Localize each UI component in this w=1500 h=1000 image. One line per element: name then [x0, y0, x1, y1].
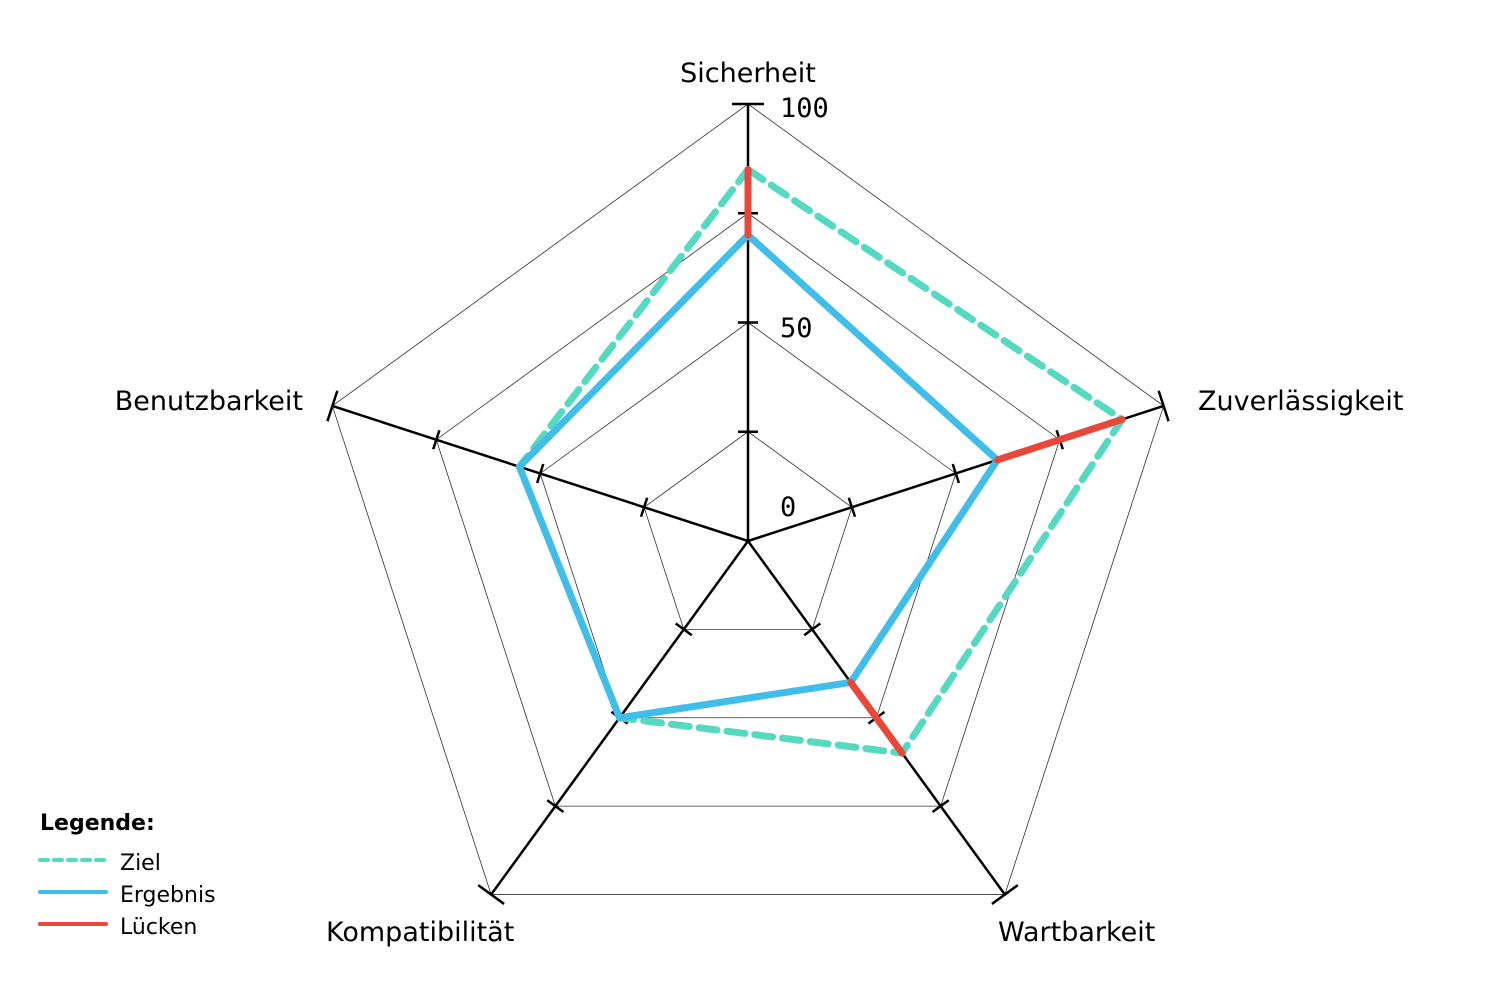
- axis-tick: [326, 390, 339, 422]
- tick-label: 100: [780, 93, 829, 124]
- gap-segment: [847, 678, 906, 757]
- legend-label: Ziel: [120, 851, 161, 876]
- axis-tick: [674, 622, 693, 637]
- series-ziel: [515, 166, 1126, 757]
- legend-title: Legende:: [40, 811, 155, 836]
- series-ergebnis: [515, 231, 1001, 722]
- grid-ring-75: [435, 212, 1061, 807]
- axis-label: Sicherheit: [680, 58, 816, 89]
- axis-tick: [639, 497, 649, 518]
- legend-label: Ergebnis: [120, 883, 216, 908]
- axis-tick: [991, 884, 1019, 905]
- legend-label: Lücken: [120, 915, 197, 940]
- gap-segment: [993, 415, 1126, 464]
- axis-tick: [546, 799, 565, 814]
- tick-label: 0: [780, 492, 796, 523]
- axis-tick: [477, 884, 505, 905]
- axis-label: Kompatibilität: [326, 917, 514, 948]
- axis-label: Benutzbarkeit: [115, 386, 303, 417]
- axis-tick: [432, 429, 441, 450]
- axis-tick: [1157, 390, 1170, 422]
- axis-label: Zuverlässigkeit: [1198, 386, 1404, 417]
- axis-tick: [535, 463, 545, 484]
- axis-tick: [951, 463, 961, 484]
- grid-ring-25: [643, 431, 853, 630]
- axis-tick: [847, 497, 857, 518]
- axis-tick: [931, 799, 950, 814]
- axis-tick: [803, 622, 822, 637]
- grid-ring-50: [539, 322, 957, 719]
- tick-label: 50: [780, 313, 813, 344]
- axis-label: Wartbarkeit: [998, 917, 1155, 948]
- grid-ring-100: [331, 103, 1165, 895]
